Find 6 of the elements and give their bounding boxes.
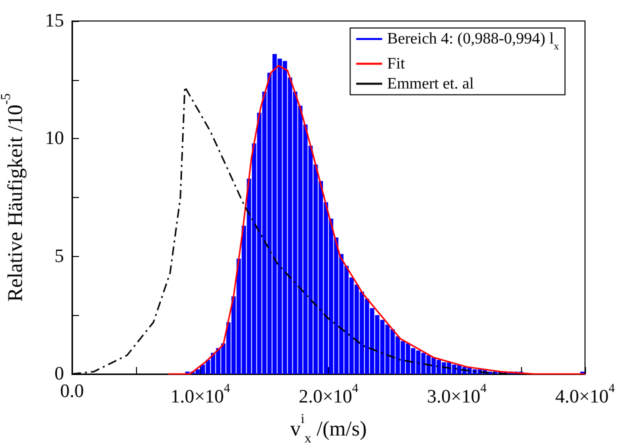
- y-axis-title: Relative Häufigkeit /10-5: [0, 93, 28, 302]
- legend-label: Fit: [387, 55, 406, 72]
- legend-label: Emmert et. al: [387, 75, 474, 92]
- y-tick-label: 15: [45, 10, 64, 32]
- y-tick-label: 10: [45, 128, 64, 150]
- y-tick-label: 5: [54, 246, 64, 267]
